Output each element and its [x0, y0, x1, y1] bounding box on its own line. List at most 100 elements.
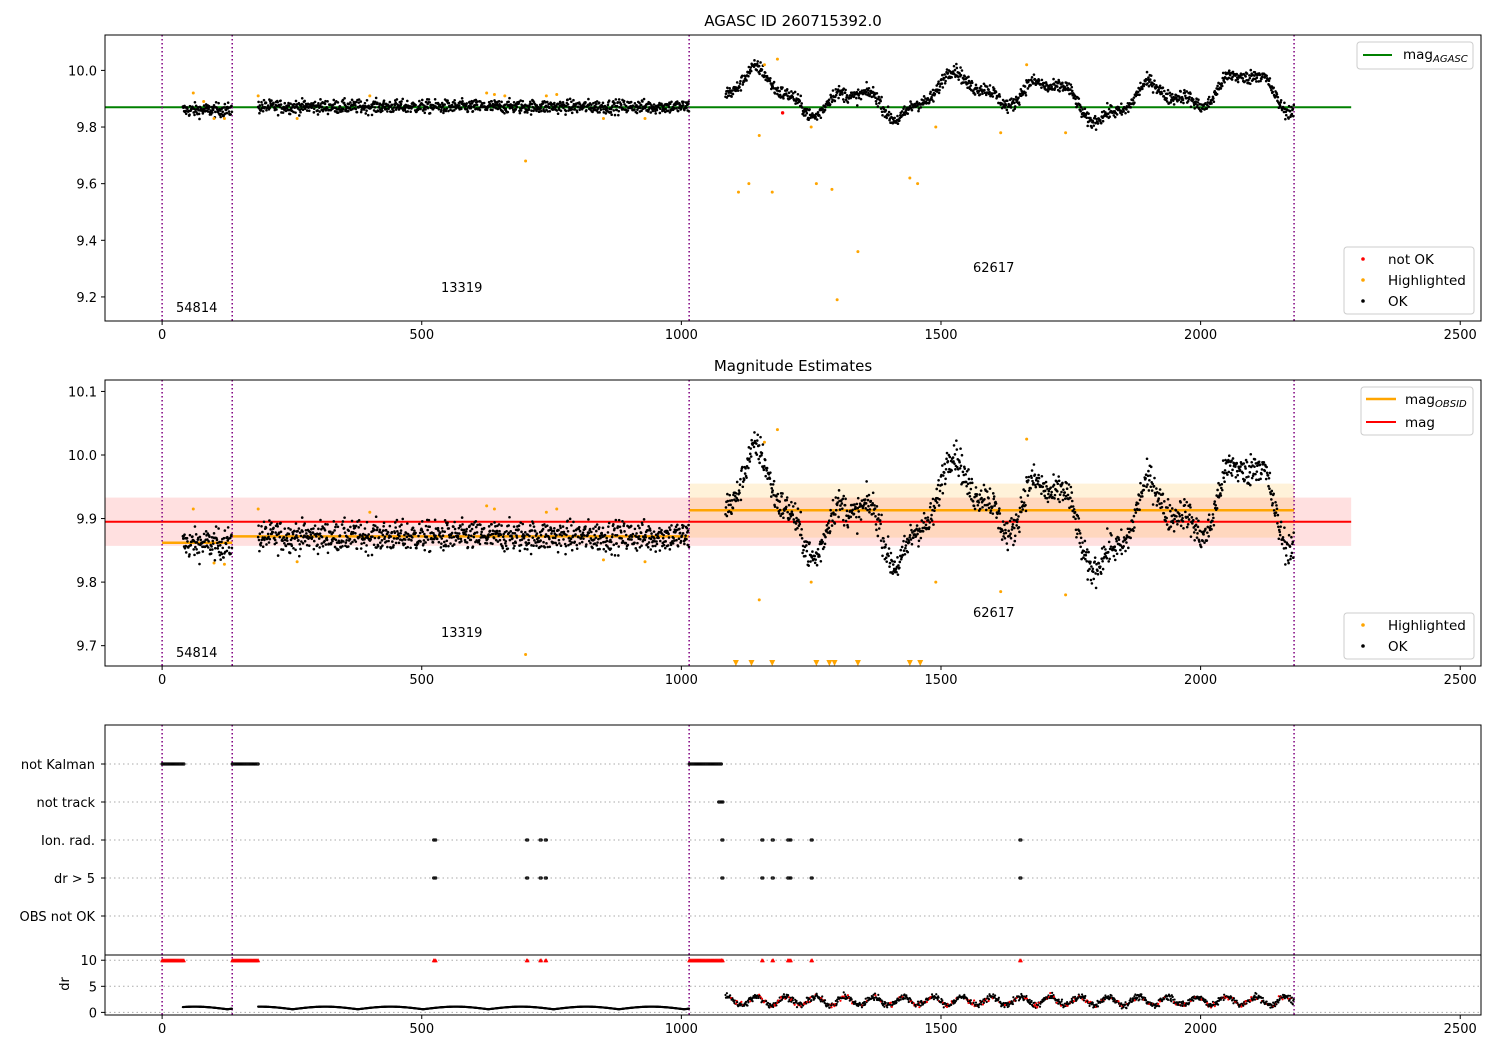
ok-point: [1271, 90, 1275, 94]
ok-point: [682, 100, 685, 104]
ok-point: [299, 547, 302, 551]
ok-point: [511, 106, 514, 109]
ok-point: [899, 548, 903, 552]
ok-point: [919, 106, 923, 109]
ok-point: [902, 107, 905, 111]
ok-point: [813, 554, 817, 558]
ok-point: [1042, 482, 1046, 485]
ok-point: [785, 496, 789, 499]
ok-point: [1265, 74, 1268, 78]
ok-point: [810, 556, 814, 559]
ok-point: [676, 109, 680, 113]
ok-point: [1253, 458, 1257, 461]
ok-point: [329, 541, 333, 545]
ok-point: [681, 532, 685, 535]
ok-point: [472, 535, 476, 539]
ok-point: [636, 108, 639, 111]
ok-point: [776, 506, 779, 510]
ok-point: [572, 98, 575, 102]
ok-point: [326, 100, 329, 103]
ok-point: [736, 89, 740, 92]
ok-point: [323, 539, 326, 543]
ok-point: [889, 112, 893, 116]
ok-point: [827, 521, 830, 525]
ok-point: [772, 80, 776, 84]
ok-point: [1013, 107, 1017, 111]
ok-point: [347, 545, 350, 548]
ok-point: [734, 494, 737, 498]
ok-point: [473, 531, 477, 535]
ok-point: [346, 536, 349, 539]
ok-point: [841, 507, 844, 510]
ok-point: [461, 523, 464, 526]
ok-point: [768, 477, 772, 480]
ok-point: [760, 68, 764, 71]
ok-point: [1027, 78, 1031, 82]
ok-point: [1009, 532, 1012, 536]
ok-point: [769, 495, 773, 498]
ok-point: [969, 481, 972, 485]
ok-point: [873, 504, 876, 507]
ok-point: [1066, 493, 1070, 497]
ok-point: [325, 538, 329, 542]
ok-point: [376, 101, 379, 105]
ok-point: [257, 524, 260, 527]
ok-point: [431, 541, 435, 544]
x-tick-label: 500: [409, 673, 434, 688]
ok-point: [1165, 523, 1169, 526]
ok-point: [1267, 484, 1270, 488]
ok-point: [1165, 100, 1169, 103]
x-tick-label: 1500: [924, 673, 957, 688]
ok-point: [781, 86, 784, 89]
ok-point: [211, 539, 215, 543]
ok-point: [1177, 98, 1181, 102]
ok-point: [970, 477, 974, 481]
ok-point: [1276, 95, 1280, 99]
ok-point: [519, 109, 523, 112]
ok-point: [282, 536, 286, 539]
ok-point: [748, 457, 751, 460]
ok-point: [737, 489, 741, 492]
ok-point: [1197, 519, 1200, 523]
ok-point: [821, 107, 825, 111]
ok-point: [570, 108, 574, 111]
ok-point: [849, 503, 853, 507]
ok-point: [183, 533, 186, 536]
ok-point: [1124, 111, 1127, 115]
ok-point: [432, 537, 436, 541]
ok-point: [1194, 102, 1197, 105]
ok-point: [654, 533, 658, 537]
ok-point: [184, 109, 188, 113]
ok-point: [849, 96, 853, 100]
ok-point: [1101, 567, 1105, 571]
ok-point: [494, 525, 497, 528]
ok-point: [1102, 545, 1106, 549]
ok-point: [974, 486, 978, 489]
ok-point: [907, 107, 911, 111]
ok-point: [215, 538, 219, 542]
ok-point: [207, 107, 210, 111]
ok-point: [765, 466, 769, 470]
ok-point: [642, 97, 646, 101]
ok-point: [942, 471, 946, 474]
ok-point: [1277, 525, 1280, 529]
ok-point: [738, 85, 741, 89]
ok-point: [872, 512, 875, 515]
ok-point: [779, 514, 782, 518]
ok-point: [440, 537, 444, 540]
ok-point: [646, 110, 650, 113]
ok-point: [614, 98, 618, 101]
ok-point: [425, 535, 429, 539]
ok-point: [1280, 108, 1284, 112]
ok-point: [727, 91, 731, 94]
ok-point: [649, 529, 652, 532]
ok-point: [828, 103, 832, 106]
ok-point: [852, 95, 856, 98]
ok-point: [1084, 551, 1088, 554]
ok-point: [1228, 464, 1232, 467]
ok-point: [837, 515, 840, 519]
ok-point: [440, 527, 444, 530]
ok-point: [955, 439, 958, 442]
ok-point: [1153, 79, 1156, 82]
ok-point: [758, 461, 761, 465]
